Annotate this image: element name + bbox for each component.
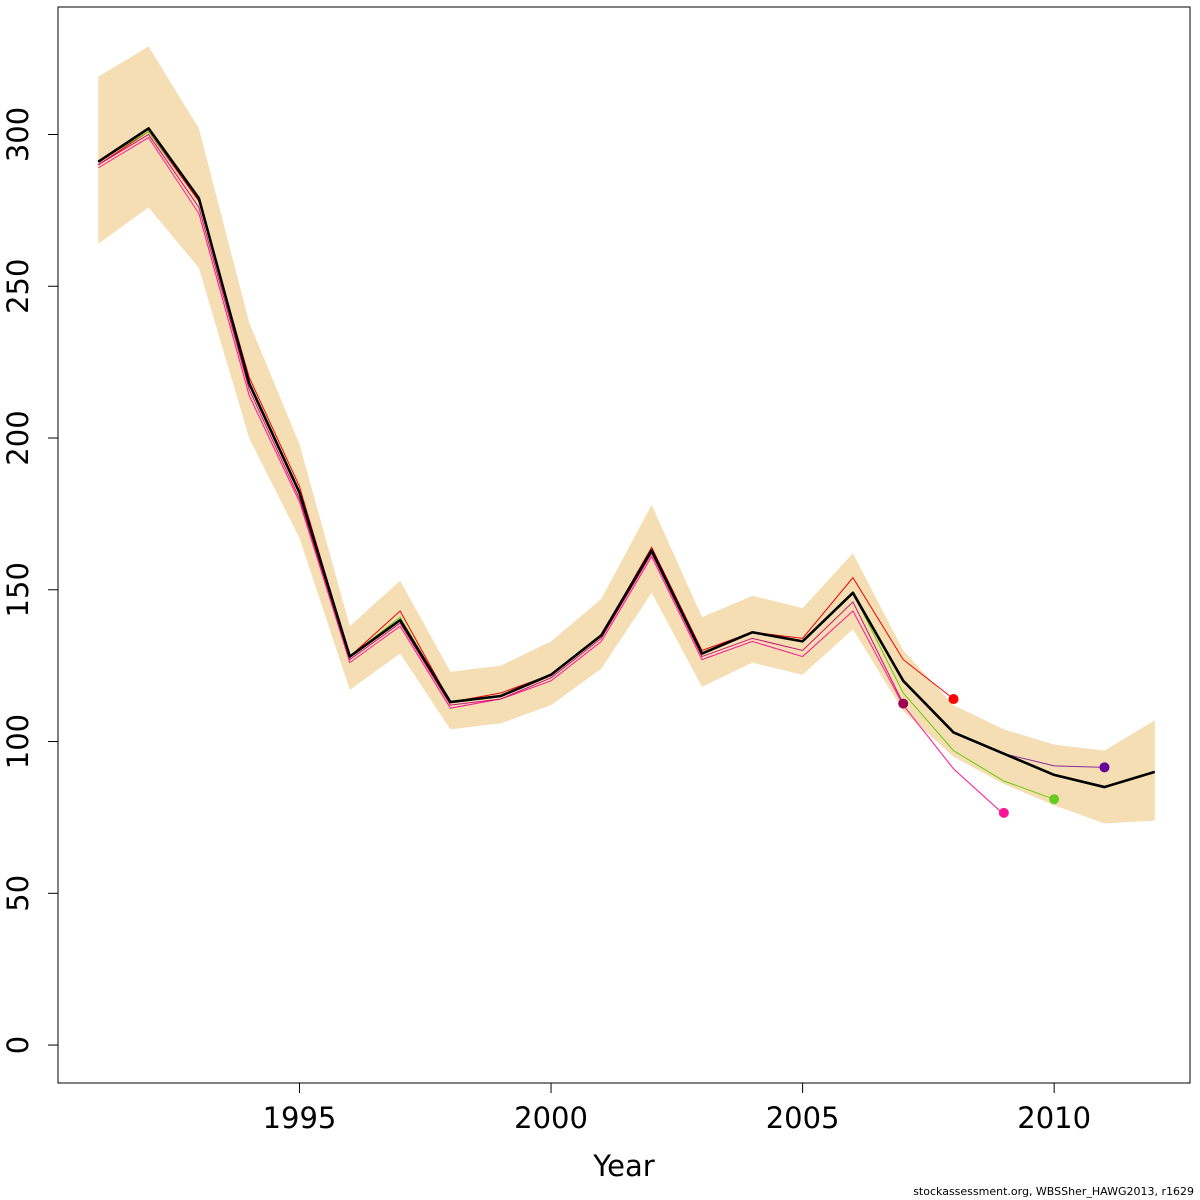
retro-end-point-1: [948, 694, 959, 705]
confidence-band: [98, 46, 1155, 824]
credit-text: stockassessment.org, WBSSher_HAWG2013, r…: [913, 1185, 1194, 1198]
retro-end-point-2: [998, 807, 1009, 818]
retro-series-line-5: [97, 133, 904, 706]
retro-series-line-4: [97, 127, 1105, 768]
confidence-band-layer: [98, 46, 1155, 824]
y-tick-label-0: 0: [1, 1036, 35, 1054]
y-tick-label-50: 50: [1, 875, 35, 912]
x-axis-title: Year: [592, 1149, 654, 1183]
retro-end-point-5: [898, 698, 909, 709]
y-tick-label-250: 250: [1, 259, 35, 314]
x-tick-label-1995: 1995: [263, 1101, 337, 1135]
retro-series-line-2: [97, 136, 1005, 815]
y-tick-label-150: 150: [1, 562, 35, 617]
x-tick-label-2000: 2000: [514, 1101, 588, 1135]
x-tick-label-2005: 2005: [766, 1101, 840, 1135]
retro-end-point-4: [1099, 762, 1110, 773]
x-axis: 1995 2000 2005 2010: [263, 1083, 1091, 1135]
x-tick-label-2010: 2010: [1017, 1101, 1091, 1135]
end-points-layer: [898, 694, 1110, 818]
y-axis: 0 50 100 150 200 250 300: [1, 107, 58, 1054]
y-tick-label-100: 100: [1, 714, 35, 769]
plot-frame: [57, 6, 1191, 1084]
y-tick-label-200: 200: [1, 410, 35, 465]
main-series-layer: [97, 127, 1156, 789]
main-series-line: [97, 127, 1156, 789]
retro-end-point-3: [1049, 794, 1060, 805]
y-tick-label-300: 300: [1, 107, 35, 162]
